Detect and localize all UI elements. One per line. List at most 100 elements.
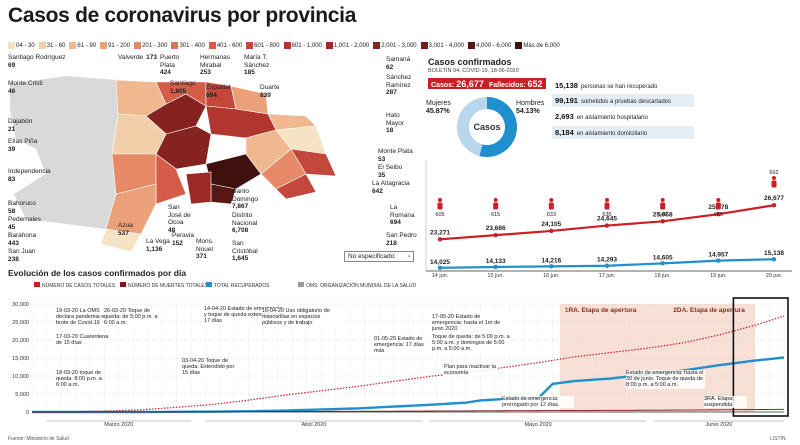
prov-la-vega: La Vega 1,136 <box>146 238 170 253</box>
legend-label: Más de 6,000 <box>523 42 560 49</box>
annotation-text: 16-04-20 Uso obligatorio de mascarillas … <box>262 308 342 327</box>
mini-label-recovered: 14,605 <box>653 254 673 261</box>
mini-x-label: 18 jun. <box>654 273 671 278</box>
mini-point-recovered <box>716 258 721 263</box>
legend-item: 601 - 800 <box>246 41 281 51</box>
legend-item: 201 - 300 <box>134 41 169 51</box>
prov-distrito-nacional: Distrito Nacional 6,708 <box>232 212 258 234</box>
legend-item: 2,001 - 3,000 <box>373 41 418 51</box>
prov-azua: Azua 537 <box>118 222 133 237</box>
annotation: 17-03-20 Cuarentena de 15 días <box>56 334 110 347</box>
prov-san-pedro: San Pedro 218 <box>386 232 417 247</box>
stat-recovered: 15,138 personas se han recuperado <box>555 81 658 90</box>
mini-label-deaths: 647 <box>658 212 667 218</box>
mini-point-recovered <box>660 261 665 266</box>
mini-label-recovered: 14,216 <box>541 257 561 264</box>
deaths-badge: Fallecidos: 652 <box>486 78 546 89</box>
mini-label-cases: 24,645 <box>597 216 617 223</box>
y-tick-label: 5,000 <box>15 392 29 398</box>
legend-swatch <box>246 42 254 49</box>
mini-x-label: 14 jun. <box>432 273 449 278</box>
map-svg <box>10 76 337 253</box>
annotation-text: 17-03-20 Cuarentena de 15 días <box>56 334 110 347</box>
annotation: 03-04-20 Toque de queda: Extendido por 1… <box>182 358 236 377</box>
legend-label: 301 - 400 <box>179 42 205 49</box>
prov-peravia: Peravia 152 <box>172 232 195 247</box>
gender-donut: Casos <box>457 97 517 157</box>
haiti-shape <box>10 76 118 229</box>
annotation-text: Estado de emergencia: hasta el 30 de jun… <box>626 370 706 389</box>
weekly-chart: 23,271 14,025 605 14 jun. 23,686 14,133 615 15 … <box>425 160 792 278</box>
dr-sancristobal <box>185 171 212 205</box>
bulletin-label: BOLETÍN 94, COVID-19, 18-06-2020 <box>428 68 519 74</box>
mini-point-cases <box>549 228 554 234</box>
no-specified-box: No especificado: - <box>344 251 415 262</box>
annotation: 3RA. Etapa: suspendida <box>704 396 748 409</box>
prov-samana: Samaná 62 <box>386 56 411 71</box>
stat-hospital: 2,693 en aislamiento hospitalario <box>555 112 648 121</box>
legend-swatch <box>515 42 523 49</box>
legend-swatch <box>8 42 15 49</box>
y-tick-label: 0 <box>26 410 29 416</box>
phase-label: 2DA. Etapa de apertura <box>673 307 745 314</box>
mini-point-recovered <box>604 263 610 268</box>
legend-item: 301 - 400 <box>171 41 206 51</box>
person-icon <box>437 198 443 210</box>
donut-center-label: Casos <box>473 122 500 132</box>
annotation-text: Plan para reactivar la economía <box>444 364 498 377</box>
prov-monte-cristi: Monte Cristi 46 <box>8 80 43 95</box>
legend-item: 31 - 60 <box>38 41 68 51</box>
legend-label: 1,001 - 2,000 <box>333 42 370 49</box>
legend-swatch <box>38 42 46 49</box>
mini-label-deaths: 662 <box>769 170 778 176</box>
y-tick-label: 15,000 <box>12 356 29 362</box>
prov-valverde: Valverde 173 <box>118 54 158 61</box>
legend-label: 4,000 - 6,000 <box>476 42 512 49</box>
annotation: 17-05-20 Estado de emergencia: hasta el … <box>432 314 512 333</box>
legend-label: 91 - 200 <box>108 42 131 49</box>
cases-badge: Casos: 26,677 <box>428 78 487 89</box>
legend-label: 3,001 - 4,000 <box>428 42 465 49</box>
series-legend-item: OMS: ORGANIZACIÓN MUNDIAL DE LA SALUD <box>298 282 417 289</box>
donut-slice-men <box>479 97 517 157</box>
prov-santiago-rodriguez: Santiago Rodríguez 69 <box>8 54 66 69</box>
legend-label: 2,001 - 3,000 <box>381 42 417 49</box>
dr-laromana <box>275 173 317 200</box>
annotation: 18-03-20 toque de queda: 8:00 p.m. a 6:0… <box>56 370 103 389</box>
prov-espaillat: Espaillat 694 <box>206 84 231 99</box>
legend-item: 3,001 - 4,000 <box>420 41 466 51</box>
credit-note: LISTÍN <box>770 436 786 442</box>
prov-puerto-plata: Puerto Plata 424 <box>160 54 180 76</box>
month-label: Mayo 2020 <box>525 422 552 428</box>
prov-barahona: Barahona 443 <box>8 232 37 247</box>
legend-item: 04 - 30 <box>8 41 37 51</box>
deaths-line <box>31 408 785 413</box>
prov-elias-pina: Elías Piña 39 <box>8 138 38 153</box>
prov-santo-domingo: Santo Domingo 7,867 <box>232 188 259 210</box>
mini-point-cases <box>771 203 777 208</box>
prov-la-romana: La Romana 694 <box>390 204 415 226</box>
legend-item: 4,000 - 6,000 <box>468 41 513 51</box>
series-legend-item: TOTAL RECUPERADOS <box>206 282 270 289</box>
mini-point-recovered <box>771 257 777 262</box>
mini-label-deaths: 635 <box>602 212 611 218</box>
annotation: Estado de emergencia: prorrogado por 12 … <box>502 396 574 409</box>
donut-slice-women <box>457 97 487 156</box>
prov-hermanas-mirabal: Hermanas Mirabal 253 <box>200 54 230 76</box>
prov-duarte: Duarte 839 <box>260 84 280 99</box>
series-legend-item: NÚMERO DE MUERTES TOTALES <box>120 282 209 289</box>
mini-label-recovered: 15,138 <box>764 250 784 257</box>
legend-swatch <box>134 42 142 49</box>
mini-label-cases: 26,677 <box>764 195 784 202</box>
mini-x-label: 15 jun. <box>487 273 504 278</box>
dr-altagracia <box>290 148 337 177</box>
person-icon <box>771 176 777 188</box>
phase-label: 1RA. Etapa de apertura <box>565 307 637 314</box>
series-legend-item: NÚMERO DE CASOS TOTALES <box>34 282 116 289</box>
mini-label-deaths: 605 <box>435 212 444 218</box>
prov-independencia: Independencia 83 <box>8 168 51 183</box>
legend-item: 61 - 90 <box>69 41 98 51</box>
annotation: 16-04-20 Uso obligatorio de mascarillas … <box>262 308 342 327</box>
annotation: 26-03-20 Toque de queda: de 5:00 p.m. a … <box>104 308 158 327</box>
mini-x-label: 16 jun. <box>543 273 560 278</box>
